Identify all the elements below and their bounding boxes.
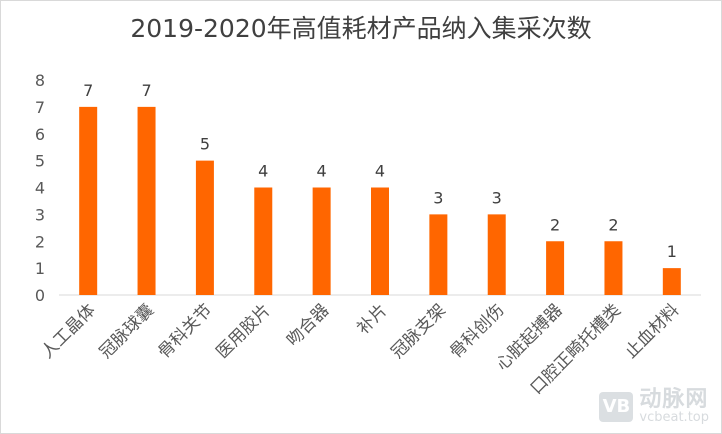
x-tick-label: 止血材料	[621, 300, 683, 362]
watermark-logo-icon: VB	[599, 391, 634, 422]
y-tick-label: 4	[35, 179, 45, 198]
data-label: 4	[375, 162, 385, 181]
bar	[546, 241, 565, 295]
bar	[371, 187, 389, 295]
y-tick-label: 3	[35, 205, 45, 224]
y-tick-label: 0	[35, 286, 45, 305]
data-label: 4	[317, 162, 327, 181]
bar	[429, 214, 448, 295]
x-tick-label: 骨科关节	[154, 300, 216, 362]
bar	[662, 268, 681, 295]
data-label: 5	[200, 135, 210, 154]
bar	[487, 214, 506, 295]
watermark-brand: 动脉网	[639, 387, 709, 413]
x-tick-label: 冠脉支架	[388, 300, 450, 362]
y-tick-label: 1	[35, 259, 45, 278]
y-tick-label: 7	[35, 98, 45, 117]
bar	[254, 187, 273, 295]
chart-title: 2019-2020年高值耗材产品纳入集采次数	[130, 14, 592, 43]
y-tick-label: 2	[35, 232, 45, 251]
data-label: 1	[667, 242, 677, 261]
data-label: 7	[141, 81, 151, 100]
bar	[137, 106, 156, 295]
data-label: 2	[550, 215, 560, 234]
data-label: 3	[492, 188, 502, 207]
data-label: 7	[83, 81, 93, 100]
bar	[195, 160, 214, 295]
watermark: VB 动脉网 vcbeat.top	[599, 388, 709, 425]
data-label: 2	[608, 215, 618, 234]
x-tick-label: 吻合器	[283, 300, 333, 350]
y-tick-label: 6	[35, 125, 45, 144]
y-tick-label: 8	[35, 71, 45, 90]
x-tick-label: 补片	[353, 300, 391, 338]
watermark-url: vcbeat.top	[639, 410, 709, 426]
data-label: 3	[433, 188, 443, 207]
x-tick-label: 医用胶片	[213, 300, 275, 362]
bar	[312, 187, 331, 295]
y-tick-label: 5	[35, 152, 45, 171]
bar	[79, 106, 98, 295]
x-tick-label: 人工晶体	[37, 300, 99, 362]
bar	[604, 241, 623, 295]
data-label: 4	[258, 162, 268, 181]
x-tick-label: 冠脉球囊	[96, 300, 158, 362]
